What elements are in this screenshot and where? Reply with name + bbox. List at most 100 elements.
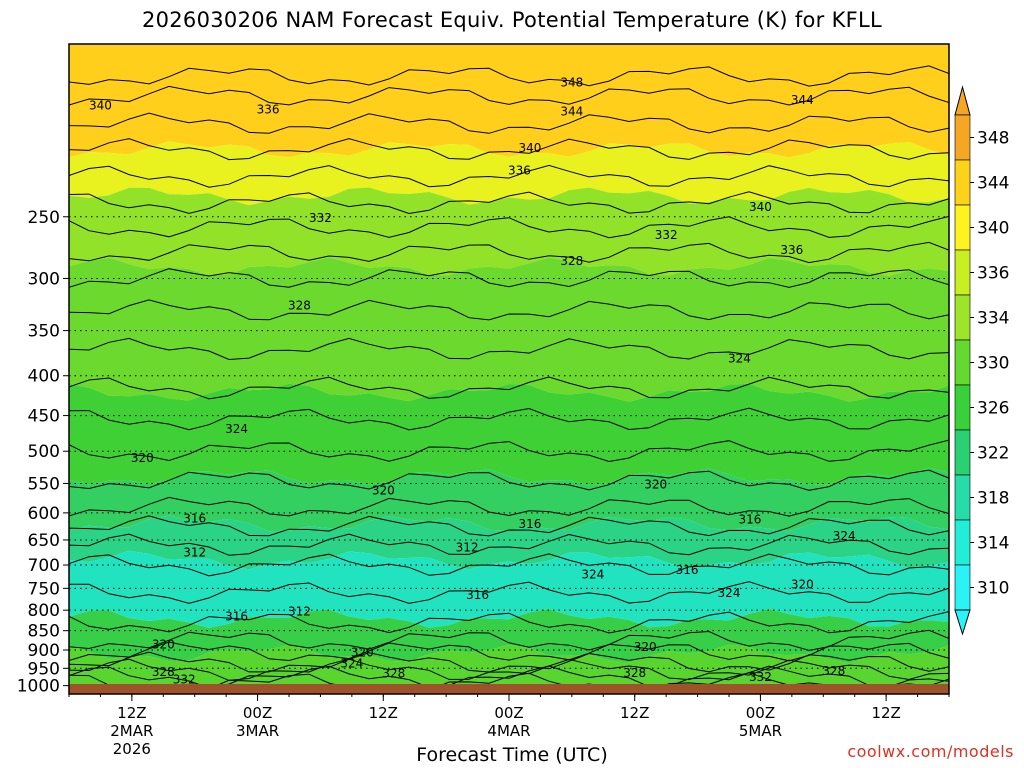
contour-line [69, 651, 949, 673]
colorbar: 348 344 340 336 334 330 326 322 318 314 310 [954, 85, 1009, 636]
contour-label-group: 320 [791, 578, 814, 592]
contour-line [69, 268, 949, 288]
colorbar-label: 326 [977, 399, 1009, 419]
contour-label: 320 [791, 578, 814, 592]
contour-label-group: 340 [518, 141, 541, 155]
contour-label: 332 [749, 670, 772, 684]
colorbar-swatch [954, 114, 971, 161]
contour-label-group: 328 [623, 666, 646, 680]
contour-label: 336 [508, 163, 531, 177]
contour-label: 316 [518, 517, 541, 531]
contour-label-group: 332 [309, 211, 332, 225]
y-tick-label: 300 [28, 269, 60, 289]
x-tick-date: 4MAR [487, 722, 530, 740]
contour-label-group: 328 [382, 667, 405, 681]
contour-label-group: 316 [183, 511, 206, 525]
contour-line [69, 533, 949, 556]
contour-line [69, 65, 949, 87]
contour-line [69, 191, 949, 215]
theta-layer-323 [69, 383, 949, 485]
contour-label-group: 328 [560, 254, 583, 268]
contour-label: 340 [749, 200, 772, 214]
contour-line [69, 299, 949, 321]
x-tick-label: 12Z [369, 704, 398, 722]
ground-surface-bar [69, 684, 949, 694]
contour-label-group: 320 [131, 451, 154, 465]
contour-label: 312 [456, 541, 479, 555]
colorbar-label: 330 [977, 354, 1009, 374]
contour-line [69, 581, 949, 604]
y-tick-label: 550 [28, 474, 60, 494]
contour-line [69, 611, 949, 634]
contour-label: 316 [738, 513, 761, 527]
contour-label: 312 [183, 546, 206, 560]
contour-label: 320 [634, 640, 657, 654]
contour-label: 324 [833, 529, 856, 543]
pressure-gridlines [69, 216, 949, 687]
contour-label: 316 [466, 588, 489, 602]
contour-label: 336 [257, 102, 280, 116]
contour-label: 332 [655, 228, 678, 242]
contour-label: 328 [623, 666, 646, 680]
contour-label: 324 [225, 422, 248, 436]
y-tick-label: 1000 [17, 677, 60, 697]
contour-label-group: 324 [718, 586, 741, 600]
x-tick-label: 12Z [871, 704, 900, 722]
colorbar-swatch [954, 159, 971, 206]
contour-label: 324 [581, 568, 604, 582]
contour-label-group: 344 [791, 93, 814, 107]
colorbar-swatch [954, 429, 971, 476]
contour-label-group: 348 [560, 75, 583, 89]
contour-label: 328 [822, 664, 845, 678]
contour-label-group: 312 [288, 604, 311, 618]
contour-label: 328 [382, 667, 405, 681]
contour-label-group: 316 [676, 563, 699, 577]
y-tick-label: 600 [28, 504, 60, 524]
contour-label: 320 [131, 451, 154, 465]
y-tick-label: 350 [28, 322, 60, 342]
colorbar-label: 314 [977, 534, 1009, 554]
x-tick-label: 12Z [117, 704, 146, 722]
y-tick-label: 900 [28, 641, 60, 661]
theta-layer-316 [69, 515, 949, 570]
theta-layer-320 [69, 609, 949, 664]
contour-label-group: 312 [183, 546, 206, 560]
colorbar-swatch [954, 564, 971, 611]
contour-line [69, 215, 949, 239]
contour-label-group: 312 [456, 541, 479, 555]
contour-line [69, 138, 949, 161]
colorbar-label: 310 [977, 579, 1009, 599]
chart-title: 2026030206 NAM Forecast Equiv. Potential… [141, 8, 883, 32]
contour-label-group: 316 [518, 517, 541, 531]
contour-label-group: 316 [466, 588, 489, 602]
contour-label-group: 320 [634, 640, 657, 654]
contour-label-group: 332 [749, 670, 772, 684]
contour-label: 344 [791, 93, 814, 107]
contour-label: 328 [152, 665, 175, 679]
contour-label-group: 316 [225, 609, 248, 623]
theta-layer-333 [69, 187, 949, 276]
contour-label-group: 332 [655, 228, 678, 242]
contour-line [69, 164, 949, 188]
x-tick-date: 3MAR [236, 722, 279, 740]
plot-fill [69, 44, 949, 694]
x-tick-label: 00Z [746, 704, 775, 722]
theta-layer-340 [69, 141, 949, 206]
contour-label: 324 [728, 351, 751, 365]
x-tick-label: 12Z [620, 704, 649, 722]
contour-line [69, 629, 949, 651]
contour-label: 332 [309, 211, 332, 225]
contour-line [69, 376, 949, 400]
y-tick-label: 400 [28, 367, 60, 387]
y-tick-label: 750 [28, 579, 60, 599]
theta-layer-312 [69, 550, 949, 628]
contour-line [69, 337, 949, 361]
theta-layer-327 [69, 644, 949, 694]
theta-layer-328 [69, 257, 949, 402]
colorbar-label: 348 [977, 129, 1009, 149]
contour-label: 328 [288, 299, 311, 313]
contour-line [69, 407, 949, 431]
contour-line [69, 515, 949, 537]
contour-label-group: 344 [560, 104, 583, 118]
